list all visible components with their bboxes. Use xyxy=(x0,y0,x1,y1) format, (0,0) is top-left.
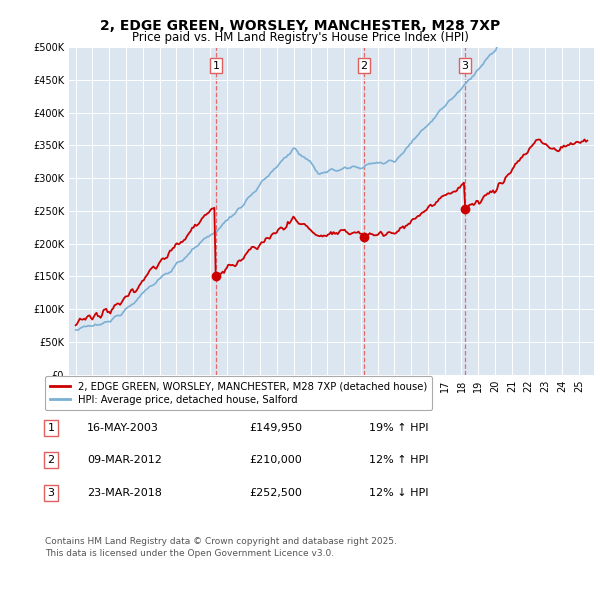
Text: £252,500: £252,500 xyxy=(249,488,302,497)
Text: 19% ↑ HPI: 19% ↑ HPI xyxy=(369,423,428,432)
Text: 3: 3 xyxy=(461,61,469,71)
Text: £149,950: £149,950 xyxy=(249,423,302,432)
Text: 2: 2 xyxy=(361,61,368,71)
Text: 12% ↓ HPI: 12% ↓ HPI xyxy=(369,488,428,497)
Text: 1: 1 xyxy=(47,423,55,432)
Text: 2, EDGE GREEN, WORSLEY, MANCHESTER, M28 7XP: 2, EDGE GREEN, WORSLEY, MANCHESTER, M28 … xyxy=(100,19,500,33)
Text: 16-MAY-2003: 16-MAY-2003 xyxy=(87,423,159,432)
Text: 23-MAR-2018: 23-MAR-2018 xyxy=(87,488,162,497)
Text: 1: 1 xyxy=(212,61,220,71)
Legend: 2, EDGE GREEN, WORSLEY, MANCHESTER, M28 7XP (detached house), HPI: Average price: 2, EDGE GREEN, WORSLEY, MANCHESTER, M28 … xyxy=(45,376,432,410)
Text: 09-MAR-2012: 09-MAR-2012 xyxy=(87,455,162,465)
Text: £210,000: £210,000 xyxy=(249,455,302,465)
Text: Contains HM Land Registry data © Crown copyright and database right 2025.
This d: Contains HM Land Registry data © Crown c… xyxy=(45,537,397,558)
Text: Price paid vs. HM Land Registry's House Price Index (HPI): Price paid vs. HM Land Registry's House … xyxy=(131,31,469,44)
Text: 3: 3 xyxy=(47,488,55,497)
Text: 12% ↑ HPI: 12% ↑ HPI xyxy=(369,455,428,465)
Text: 2: 2 xyxy=(47,455,55,465)
